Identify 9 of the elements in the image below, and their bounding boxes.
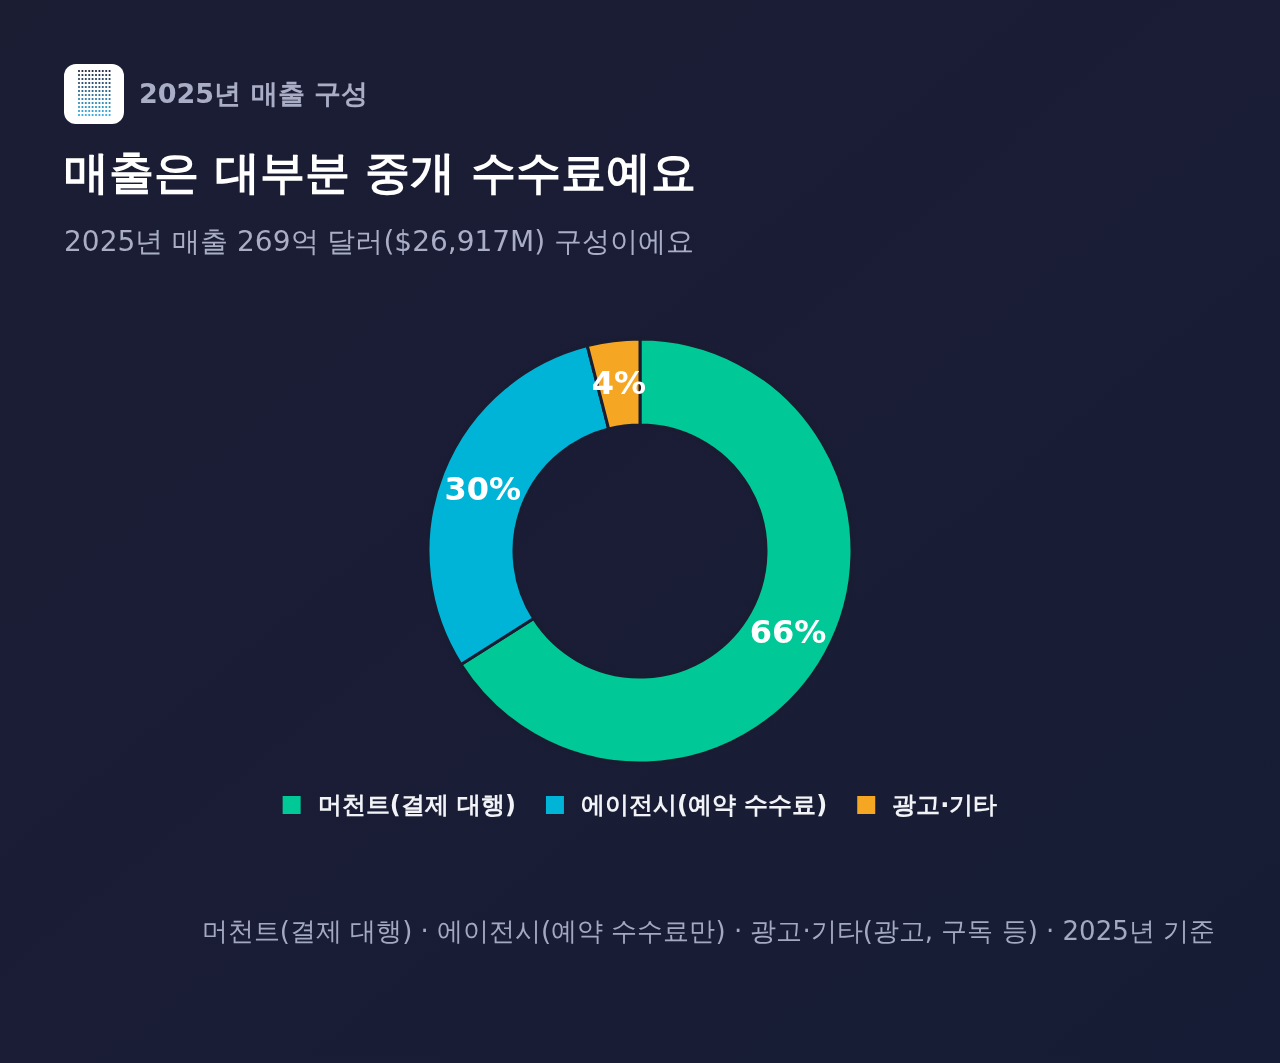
text: 머천트(결제 대행) · 에이전시(예약 수수료만) · 광고·기타(광고, 구독 등) · 2025년 기준	[201, 916, 1215, 946]
chart-subtitle: 2025년 매출 269억 달러($26,917M) 구성이에요	[64, 225, 695, 258]
chart-title: 매출은 대부분 중개 수수료예요	[64, 146, 696, 199]
legend-label: 광고·기타	[892, 791, 998, 819]
data-label: 30%	[444, 469, 522, 508]
data-label: 66%	[749, 613, 827, 652]
legend-label: 머천트(결제 대행)	[317, 791, 516, 819]
text: 2025년 매출 구성	[139, 78, 368, 109]
legend-label: 에이전시(예약 수수료)	[580, 791, 828, 819]
